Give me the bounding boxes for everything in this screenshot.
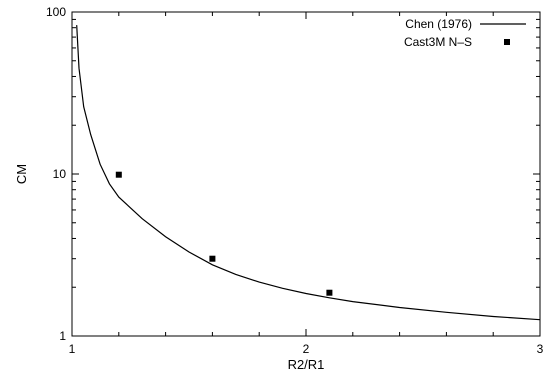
data-point-cast3m (209, 255, 216, 262)
y-tick-label: 10 (53, 167, 67, 181)
x-tick-label: 2 (303, 342, 310, 356)
legend-swatch-point (504, 39, 510, 45)
x-tick-label: 1 (69, 342, 76, 356)
plot-frame (71, 11, 541, 337)
y-axis-label: CM (14, 164, 29, 184)
legend-label-cast3m: Cast3M N–S (404, 35, 472, 49)
series-layer (76, 25, 541, 321)
data-point-cast3m (115, 171, 122, 178)
legend: Chen (1976) Cast3M N–S (404, 17, 526, 49)
y-axis-ticks: 1 10 100 (46, 5, 540, 343)
x-tick-label: 3 (537, 342, 544, 356)
x-axis-label: R2/R1 (288, 357, 325, 372)
x-axis-ticks: 1 2 3 (69, 12, 544, 356)
legend-label-chen: Chen (1976) (405, 17, 472, 31)
series-line-chen-1976 (76, 25, 541, 321)
y-tick-label: 1 (59, 329, 66, 343)
y-tick-label: 100 (46, 5, 66, 19)
data-point-cast3m (326, 289, 333, 296)
